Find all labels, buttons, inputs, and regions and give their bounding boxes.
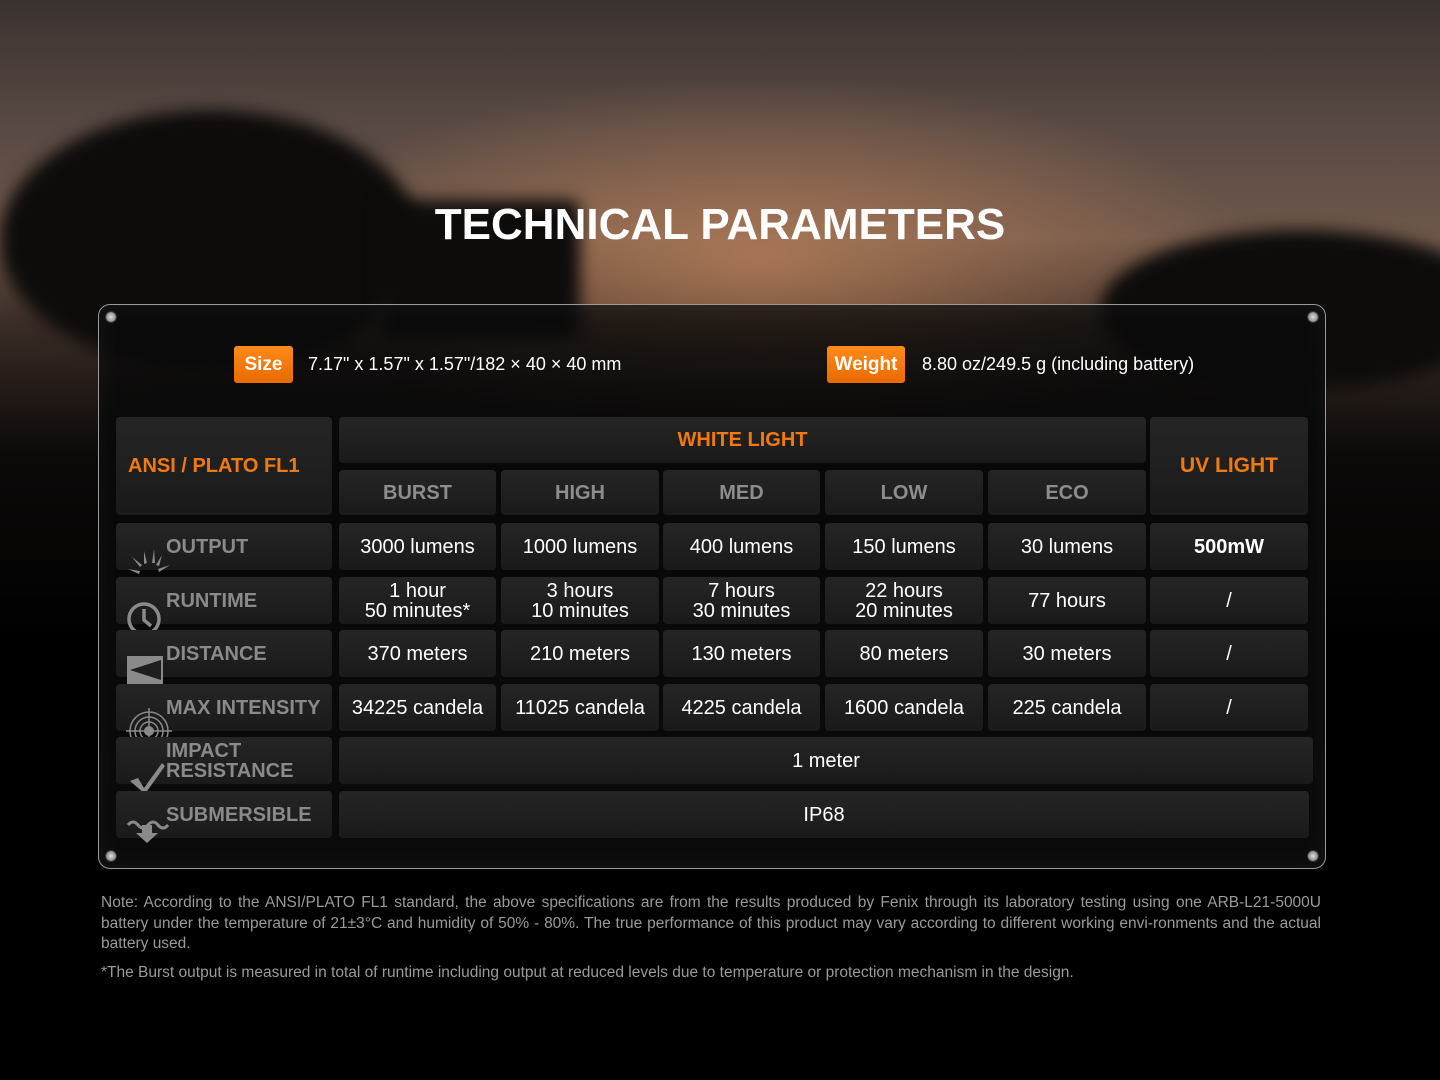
value-cell-text: 1 hour 50 minutes* — [364, 579, 471, 622]
uv-value-cell-text: / — [1226, 642, 1232, 665]
row-label-runtime-text: RUNTIME — [166, 589, 258, 612]
row-label-output: OUTPUT — [116, 523, 332, 574]
weight-badge: Weight — [827, 346, 905, 383]
mode-header-high: HIGH — [501, 470, 659, 515]
value-cell-text: 22 hours 20 minutes — [855, 579, 953, 622]
row-label-distance: DISTANCE — [116, 630, 332, 684]
row-label-runtime: RUNTIME — [116, 577, 332, 636]
value-cell-text: 34225 candela — [351, 696, 484, 719]
impact-value-text: 1 meter — [792, 749, 860, 772]
value-cell: 30 lumens — [988, 523, 1146, 570]
row-label-output-text: OUTPUT — [166, 535, 249, 558]
mode-header-burst: BURST — [339, 470, 496, 515]
uv-value-cell: / — [1150, 684, 1308, 731]
uv-value-cell: / — [1150, 577, 1308, 624]
weight-value: 8.80 oz/249.5 g (including battery) — [922, 354, 1195, 374]
value-cell: 1 hour 50 minutes* — [339, 577, 496, 624]
value-cell: 370 meters — [339, 630, 496, 677]
row-label-distance-text: DISTANCE — [166, 642, 267, 665]
value-cell-text: 30 meters — [1022, 642, 1112, 665]
value-cell-text: 30 lumens — [1020, 535, 1114, 558]
value-cell: 3000 lumens — [339, 523, 496, 570]
screw-icon — [1307, 311, 1319, 323]
row-label-impact-resistance-text: IMPACT RESISTANCE — [166, 739, 294, 782]
mode-header-eco-text: ECO — [1045, 481, 1089, 504]
mode-header-med-text: MED — [719, 481, 764, 504]
value-cell-text: 11025 candela — [515, 696, 645, 719]
value-cell-text: 150 lumens — [852, 535, 956, 558]
value-cell-text: 80 meters — [859, 642, 949, 665]
uv-value-cell-text: / — [1226, 589, 1232, 612]
row-label-submersible-text: SUBMERSIBLE — [166, 803, 312, 826]
uv-value-cell-text: / — [1226, 696, 1232, 719]
impact-value: 1 meter — [339, 737, 1313, 784]
value-cell-text: 3 hours 10 minutes — [531, 579, 629, 622]
value-cell: 400 lumens — [663, 523, 820, 570]
value-cell-text: 225 candela — [1012, 696, 1122, 719]
value-cell: 7 hours 30 minutes — [663, 577, 820, 624]
standard-header: ANSI / PLATO FL1 — [116, 417, 332, 515]
uv-value-cell: 500mW — [1150, 523, 1308, 570]
value-cell: 34225 candela — [339, 684, 496, 731]
mode-header-burst-text: BURST — [383, 481, 452, 504]
screw-icon — [105, 311, 117, 323]
screw-icon — [105, 850, 117, 862]
value-cell: 1000 lumens — [501, 523, 659, 570]
value-cell: 22 hours 20 minutes — [825, 577, 983, 624]
mode-header-med: MED — [663, 470, 820, 515]
uv-value-cell-text: 500mW — [1193, 535, 1265, 558]
value-cell: 80 meters — [825, 630, 983, 677]
value-cell: 11025 candela — [501, 684, 659, 731]
size-badge: Size — [234, 346, 293, 383]
note-text: Note: According to the ANSI/PLATO FL1 st… — [101, 894, 1321, 952]
value-cell-text: 77 hours — [1028, 589, 1106, 612]
submersible-value-text: IP68 — [803, 803, 845, 826]
size-value: 7.17" x 1.57" x 1.57"/182 × 40 × 40 mm — [308, 354, 622, 374]
value-cell-text: 3000 lumens — [360, 535, 475, 558]
value-cell: 3 hours 10 minutes — [501, 577, 659, 624]
value-cell: 130 meters — [663, 630, 820, 677]
value-cell-text: 210 meters — [529, 642, 631, 665]
row-label-submersible: SUBMERSIBLE — [116, 791, 332, 843]
page-title: TECHNICAL PARAMETERS — [434, 200, 1006, 249]
value-cell-text: 370 meters — [367, 642, 468, 665]
row-label-max-intensity: MAX INTENSITY — [116, 684, 332, 754]
white-light-header: WHITE LIGHT — [339, 417, 1146, 463]
value-cell-text: 4225 candela — [681, 696, 802, 719]
value-cell-text: 130 meters — [691, 642, 792, 665]
mode-header-low-text: LOW — [880, 481, 928, 504]
value-cell: 1600 candela — [825, 684, 983, 731]
mode-header-eco: ECO — [988, 470, 1146, 515]
footnote-text: *The Burst output is measured in total o… — [101, 964, 1074, 981]
uv-value-cell: / — [1150, 630, 1308, 677]
screw-icon — [1307, 850, 1319, 862]
value-cell-text: 400 lumens — [689, 535, 794, 558]
value-cell-text: 1000 lumens — [522, 535, 638, 558]
value-cell: 30 meters — [988, 630, 1146, 677]
value-cell: 150 lumens — [825, 523, 983, 570]
value-cell: 225 candela — [988, 684, 1146, 731]
value-cell: 77 hours — [988, 577, 1146, 624]
value-cell-text: 1600 candela — [843, 696, 965, 719]
value-cell: 4225 candela — [663, 684, 820, 731]
mode-header-low: LOW — [825, 470, 983, 515]
uv-light-header: UV LIGHT — [1150, 417, 1308, 515]
submersible-value: IP68 — [339, 791, 1309, 838]
value-cell: 210 meters — [501, 630, 659, 677]
row-label-impact-resistance: IMPACT RESISTANCE — [116, 737, 332, 796]
mode-header-high-text: HIGH — [555, 481, 605, 504]
row-label-max-intensity-text: MAX INTENSITY — [166, 696, 321, 719]
value-cell-text: 7 hours 30 minutes — [692, 579, 791, 622]
